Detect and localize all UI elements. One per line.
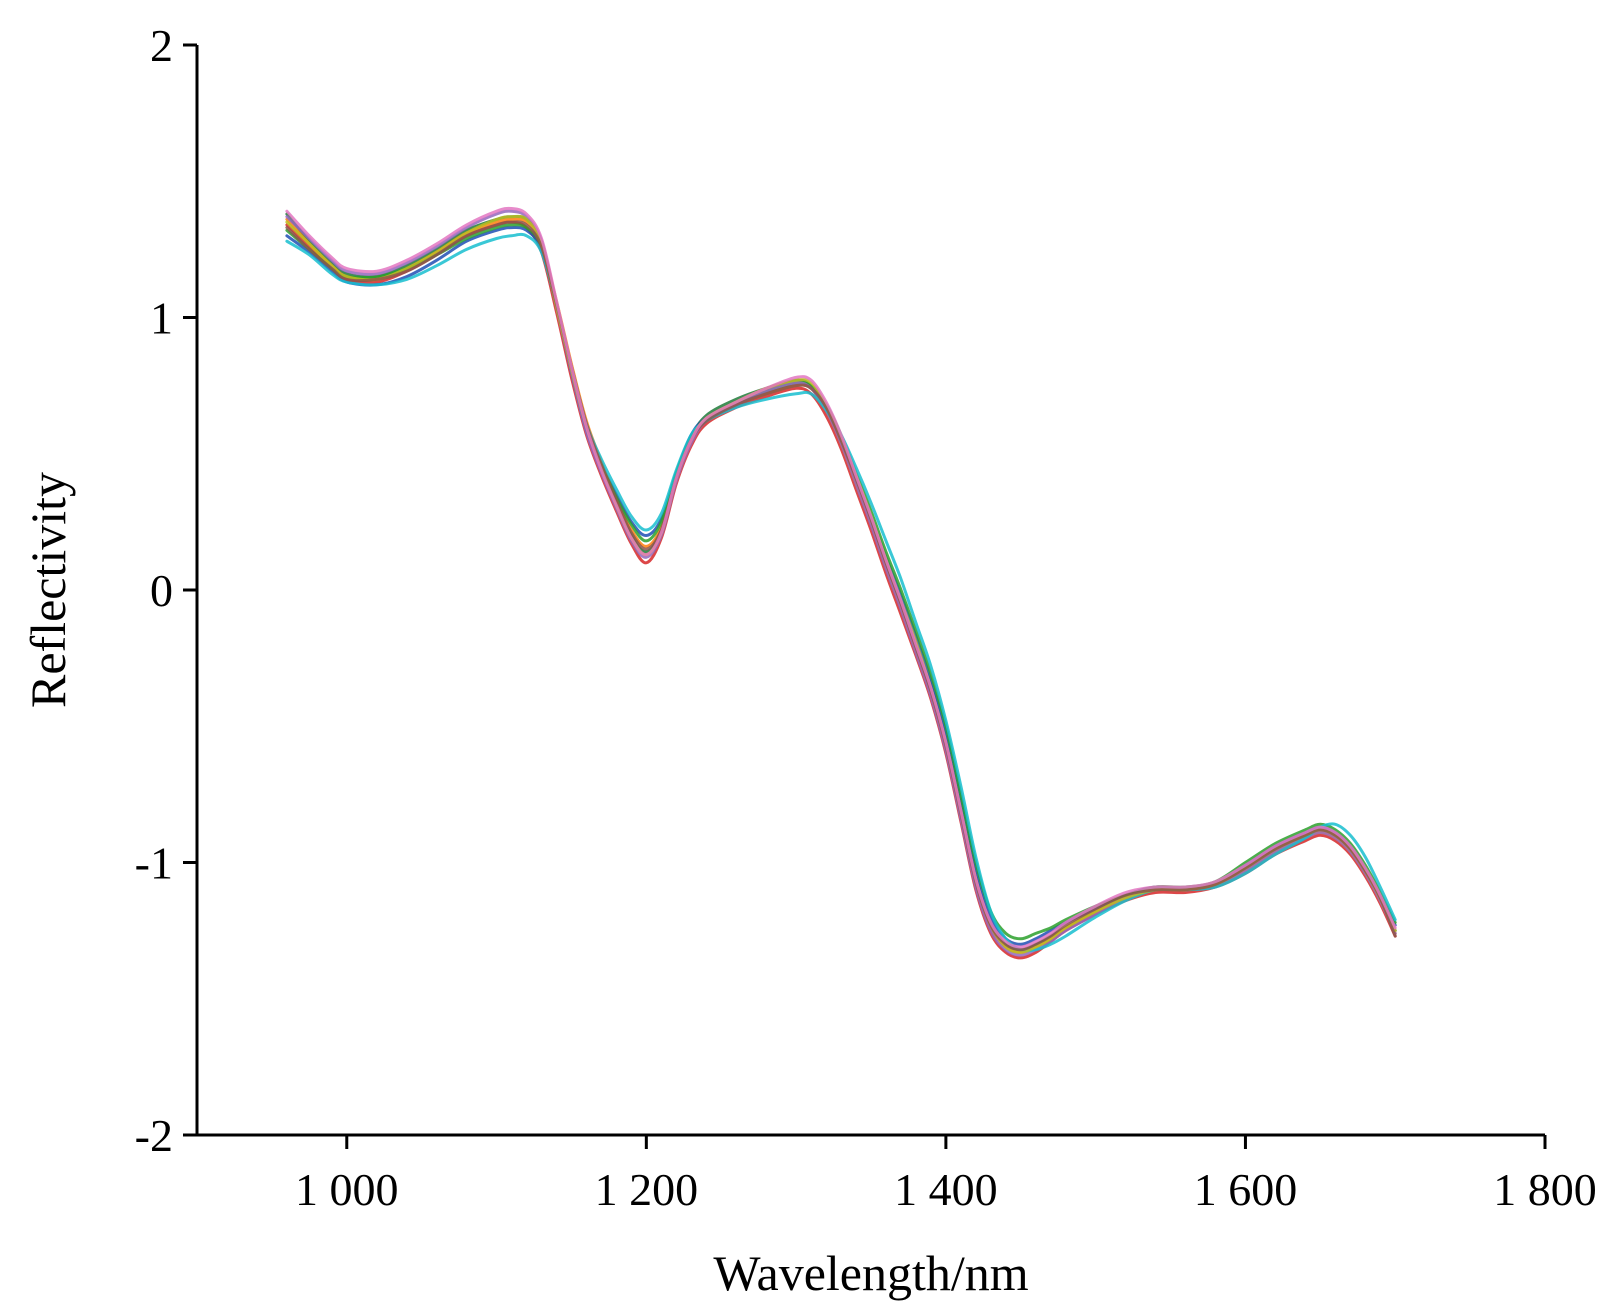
y-ticks: 2 1 0 -1 -2 xyxy=(135,20,197,1161)
spectrum-line-10 xyxy=(285,206,1397,949)
x-axis-title: Wavelength/nm xyxy=(713,1245,1028,1301)
series-layer xyxy=(285,206,1397,960)
y-tick-label: -2 xyxy=(135,1110,173,1161)
x-ticks: 1 000 1 200 1 400 1 600 1 800 xyxy=(295,1135,1597,1215)
x-tick-label: 1 400 xyxy=(894,1164,998,1215)
y-tick-label: 2 xyxy=(150,20,173,71)
y-tick-label: 0 xyxy=(150,565,173,616)
y-tick-label: -1 xyxy=(135,838,173,889)
x-tick-label: 1 600 xyxy=(1194,1164,1298,1215)
y-tick-label: 1 xyxy=(150,293,173,344)
x-tick-label: 1 200 xyxy=(595,1164,699,1215)
x-tick-label: 1 800 xyxy=(1493,1164,1597,1215)
x-tick-label: 1 000 xyxy=(295,1164,399,1215)
y-axis-title: Reflectivity xyxy=(20,472,76,708)
